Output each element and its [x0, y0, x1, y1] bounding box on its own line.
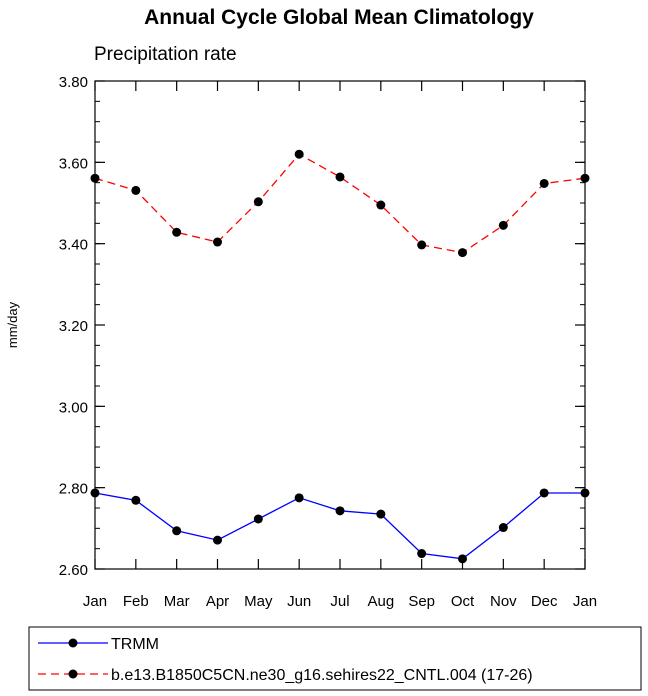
x-tick-label: Mar: [164, 593, 190, 610]
legend-marker-1: [68, 669, 78, 679]
y-tick-label: 2.80: [59, 481, 88, 498]
major-ticks: [94, 80, 586, 570]
y-tick-label: 3.80: [59, 74, 88, 91]
y-tick-label: 3.20: [59, 318, 88, 335]
series-points: [90, 149, 590, 564]
series-1-point: [172, 227, 182, 237]
x-tick-label: Jun: [287, 593, 311, 610]
minor-ticks: [95, 80, 585, 570]
y-tick-label: 3.40: [59, 237, 88, 254]
legend-label-1: b.e13.B1850C5CN.ne30_g16.sehires22_CNTL.…: [111, 667, 533, 684]
x-tick-label: Oct: [451, 593, 475, 610]
legend-box: [28, 626, 642, 691]
legend-entries: TRMM b.e13.B1850C5CN.ne30_g16.sehires22_C…: [38, 636, 533, 684]
x-tick-label: Nov: [490, 593, 517, 610]
series-0-point: [376, 509, 386, 519]
series-line-1: [94, 153, 586, 254]
series-0-point: [458, 554, 467, 564]
series-1-point: [498, 220, 508, 230]
series-1-point: [294, 149, 304, 159]
x-tick-label: Apr: [206, 593, 229, 610]
series-0-point: [213, 535, 222, 545]
x-tick-label: Jan: [573, 593, 597, 610]
legend-marker-0: [68, 638, 78, 648]
series-1-point: [376, 200, 386, 210]
x-tick-label: May: [244, 593, 273, 610]
series-0-point: [498, 523, 508, 533]
series-0-point: [131, 495, 141, 505]
x-tick-label: Dec: [531, 593, 558, 610]
y-tick-label: 3.00: [59, 399, 88, 416]
x-tick-labels: Jan Feb Mar Apr May Jun Jul Aug Sep Oct Nov Dec Jan: [83, 593, 597, 610]
series-1-point: [335, 172, 345, 182]
y-axis-label: mm/day: [5, 301, 20, 348]
series-0-point: [417, 549, 427, 559]
series-line-0: [94, 492, 585, 560]
series-0-point: [294, 493, 304, 503]
series-lines: [94, 153, 586, 560]
y-tick-labels: 2.60 2.80 3.00 3.20 3.40 3.60 3.80: [59, 74, 88, 579]
legend: TRMM b.e13.B1850C5CN.ne30_g16.sehires22_C…: [28, 626, 642, 691]
series-1-point: [131, 185, 141, 195]
series-1-point: [539, 178, 549, 188]
x-tick-label: Sep: [408, 593, 435, 610]
series-1-point: [253, 197, 263, 207]
series-0-point: [253, 514, 263, 524]
plot-frame: [94, 80, 586, 570]
series-0-point: [172, 526, 182, 536]
series-0-point: [335, 506, 345, 516]
x-tick-label: Jul: [330, 593, 349, 610]
series-0-point: [539, 488, 549, 498]
y-tick-label: 2.60: [59, 562, 88, 579]
series-1-point: [213, 237, 222, 247]
x-tick-label: Feb: [123, 593, 149, 610]
y-tick-label: 3.60: [59, 155, 88, 172]
series-1-point: [458, 248, 467, 258]
chart-subtitle: Precipitation rate: [94, 44, 237, 65]
series-1-point: [417, 240, 427, 250]
chart-title: Annual Cycle Global Mean Climatology: [144, 6, 534, 29]
x-tick-label: Jan: [83, 593, 107, 610]
legend-label-0: TRMM: [111, 636, 159, 653]
x-tick-label: Aug: [367, 593, 394, 610]
